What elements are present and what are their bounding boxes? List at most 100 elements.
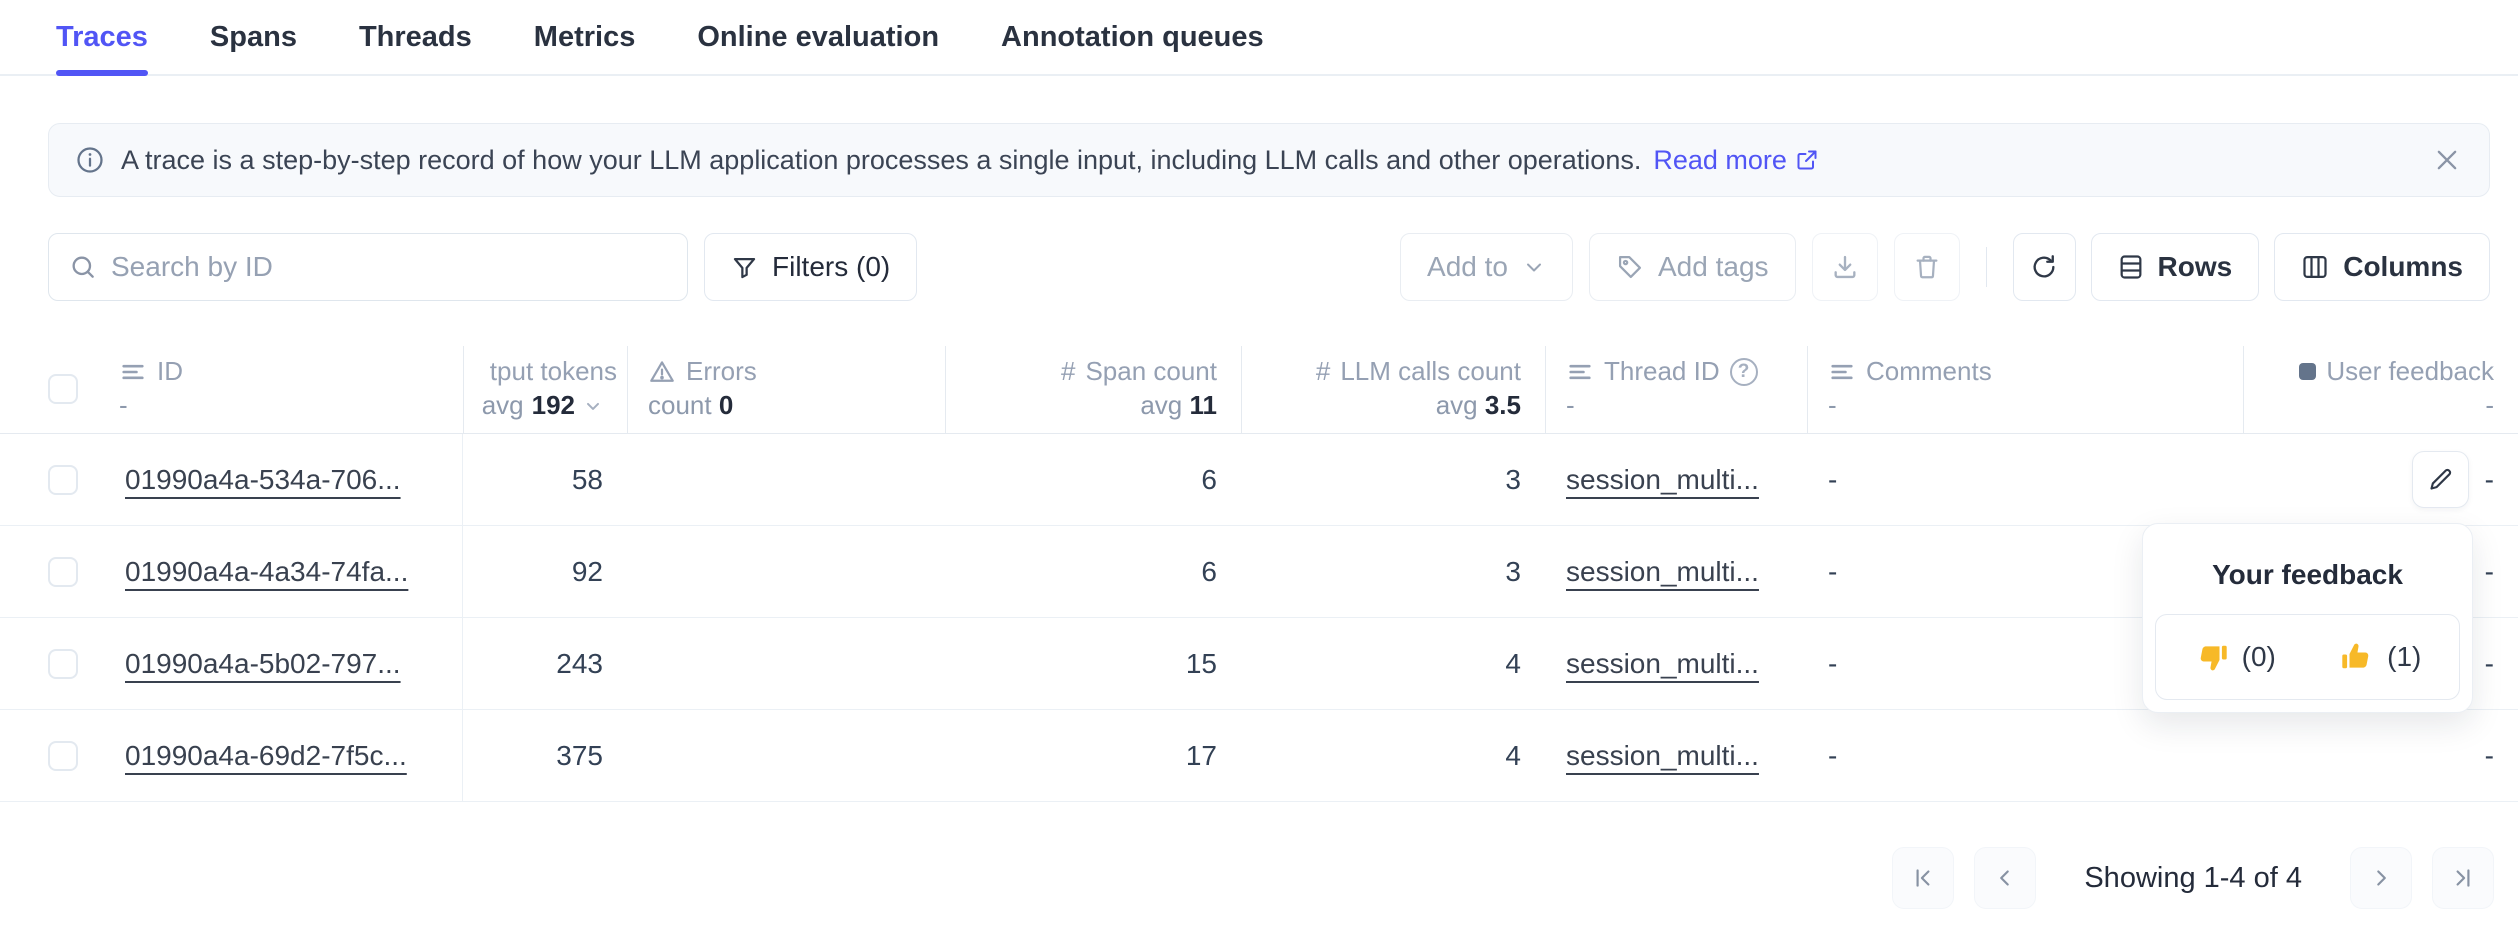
read-more-label: Read more xyxy=(1653,144,1787,175)
aggregate-label: avg xyxy=(481,390,524,420)
span-count-cell: 17 xyxy=(1185,739,1217,771)
column-header-comments[interactable]: Comments - xyxy=(1807,346,2243,433)
columns-button[interactable]: Columns xyxy=(2274,233,2490,301)
column-header-errors[interactable]: Errors count 0 xyxy=(627,346,945,433)
next-page-button[interactable] xyxy=(2350,847,2412,909)
tab-traces[interactable]: Traces xyxy=(56,0,148,76)
category-square-icon xyxy=(2299,363,2317,380)
export-button[interactable] xyxy=(1811,233,1878,301)
comments-cell: - xyxy=(1828,463,1838,495)
table-row[interactable]: 01990a4a-69d2-7f5c... 375 17 4 session_m… xyxy=(0,710,2518,802)
output-tokens-cell: 243 xyxy=(556,647,603,679)
trace-id-link[interactable]: 01990a4a-5b02-797... xyxy=(125,647,401,679)
column-header-llm-calls-count[interactable]: # LLM calls count avg 3.5 xyxy=(1241,346,1545,433)
aggregate-label: avg xyxy=(1435,390,1478,420)
tab-annotation-queues[interactable]: Annotation queues xyxy=(1001,20,1264,53)
table-toolbar: Filters (0) Add to Add tags xyxy=(48,233,2490,301)
your-feedback-popover: Your feedback (0) (1) xyxy=(2142,523,2473,713)
row-checkbox[interactable] xyxy=(48,556,78,587)
select-all-checkbox[interactable] xyxy=(48,373,78,404)
chevron-left-icon xyxy=(2000,870,2010,886)
refresh-icon xyxy=(2033,255,2055,278)
popover-title: Your feedback xyxy=(2212,559,2403,590)
tab-spans[interactable]: Spans xyxy=(209,20,297,53)
search-input[interactable] xyxy=(111,251,667,283)
table-row[interactable]: 01990a4a-5b02-797... 243 15 4 session_mu… xyxy=(0,618,2518,710)
hash-icon: # xyxy=(1315,356,1331,386)
warning-triangle-icon xyxy=(650,360,674,382)
chevron-down-icon xyxy=(1527,263,1541,272)
trace-info-banner: A trace is a step-by-step record of how … xyxy=(48,123,2490,197)
row-checkbox[interactable] xyxy=(48,740,78,771)
refresh-button[interactable] xyxy=(2012,233,2076,301)
row-checkbox[interactable] xyxy=(48,648,78,679)
download-icon xyxy=(1834,255,1856,279)
pagination-summary: Showing 1-4 of 4 xyxy=(2084,861,2302,894)
delete-button[interactable] xyxy=(1893,233,1960,301)
tab-online-evaluation[interactable]: Online evaluation xyxy=(697,20,940,53)
column-label: Span count xyxy=(1085,356,1217,386)
aggregate-label: count xyxy=(648,390,712,420)
thumbs-down-button[interactable]: (0) xyxy=(2194,639,2276,675)
help-icon[interactable]: ? xyxy=(1729,357,1758,386)
thread-id-link[interactable]: session_multi... xyxy=(1566,647,1759,679)
column-header-span-count[interactable]: # Span count avg 11 xyxy=(945,346,1241,433)
thread-id-link[interactable]: session_multi... xyxy=(1566,739,1759,771)
aggregate-value: 192 xyxy=(531,390,575,420)
close-icon xyxy=(2437,150,2457,170)
column-header-user-feedback[interactable]: User feedback - xyxy=(2243,346,2518,433)
trace-id-link[interactable]: 01990a4a-4a34-74fa... xyxy=(125,555,409,587)
thread-id-link[interactable]: session_multi... xyxy=(1566,463,1759,495)
tag-icon xyxy=(1618,255,1642,279)
first-page-icon xyxy=(1916,869,1930,887)
span-count-cell: 6 xyxy=(1201,555,1217,587)
filters-button[interactable]: Filters (0) xyxy=(704,233,918,301)
thumbs-up-count: (1) xyxy=(2387,641,2422,672)
thumbs-up-button[interactable]: (1) xyxy=(2339,639,2421,675)
column-header-id[interactable]: ID - xyxy=(110,346,463,433)
edit-feedback-button[interactable] xyxy=(2411,451,2469,508)
output-tokens-cell: 375 xyxy=(556,739,603,771)
column-label: tput tokens xyxy=(489,356,617,386)
info-icon xyxy=(75,145,105,175)
comments-cell: - xyxy=(1828,739,1838,771)
user-feedback-cell: - xyxy=(2243,434,2518,525)
user-feedback-cell: - xyxy=(2243,710,2518,801)
aggregate-value: 0 xyxy=(718,390,734,420)
text-lines-icon xyxy=(1569,364,1591,379)
table-row[interactable]: 01990a4a-534a-706... 58 6 3 session_mult… xyxy=(0,434,2518,526)
feedback-value: - xyxy=(2484,739,2494,771)
trace-id-link[interactable]: 01990a4a-534a-706... xyxy=(125,463,401,495)
add-tags-button[interactable]: Add tags xyxy=(1589,233,1796,301)
last-page-icon xyxy=(2456,869,2470,887)
banner-text: A trace is a step-by-step record of how … xyxy=(121,144,1642,175)
search-box xyxy=(48,233,688,301)
tab-metrics[interactable]: Metrics xyxy=(533,20,636,53)
thumbs-up-icon xyxy=(2342,643,2369,669)
errors-cell xyxy=(627,434,945,525)
errors-cell xyxy=(627,618,945,709)
table-rows-icon xyxy=(2120,255,2141,279)
previous-page-button[interactable] xyxy=(1974,847,2037,909)
first-page-button[interactable] xyxy=(1892,847,1955,909)
read-more-link[interactable]: Read more xyxy=(1653,145,1819,176)
user-feedback-cell: - xyxy=(2243,526,2518,617)
tab-threads[interactable]: Threads xyxy=(358,20,472,53)
thread-id-link[interactable]: session_multi... xyxy=(1566,555,1759,587)
banner-close-button[interactable] xyxy=(2425,138,2469,182)
rows-button[interactable]: Rows xyxy=(2090,233,2260,301)
column-header-thread-id[interactable]: Thread ID ? - xyxy=(1545,346,1807,433)
add-to-dropdown[interactable]: Add to xyxy=(1400,233,1573,301)
chevron-down-icon xyxy=(587,402,599,410)
column-header-output-tokens[interactable]: tput tokens avg 192 xyxy=(463,346,627,433)
pagination-bar: Showing 1-4 of 4 xyxy=(0,847,2494,909)
row-checkbox[interactable] xyxy=(48,464,78,495)
trace-id-link[interactable]: 01990a4a-69d2-7f5c... xyxy=(125,739,407,771)
thumbs-down-count: (0) xyxy=(2241,641,2276,672)
last-page-button[interactable] xyxy=(2432,847,2494,909)
comments-cell: - xyxy=(1828,555,1838,587)
thumbs-down-icon xyxy=(2200,645,2227,671)
table-row[interactable]: 01990a4a-4a34-74fa... 92 6 3 session_mul… xyxy=(0,526,2518,618)
pencil-icon xyxy=(2430,468,2451,490)
